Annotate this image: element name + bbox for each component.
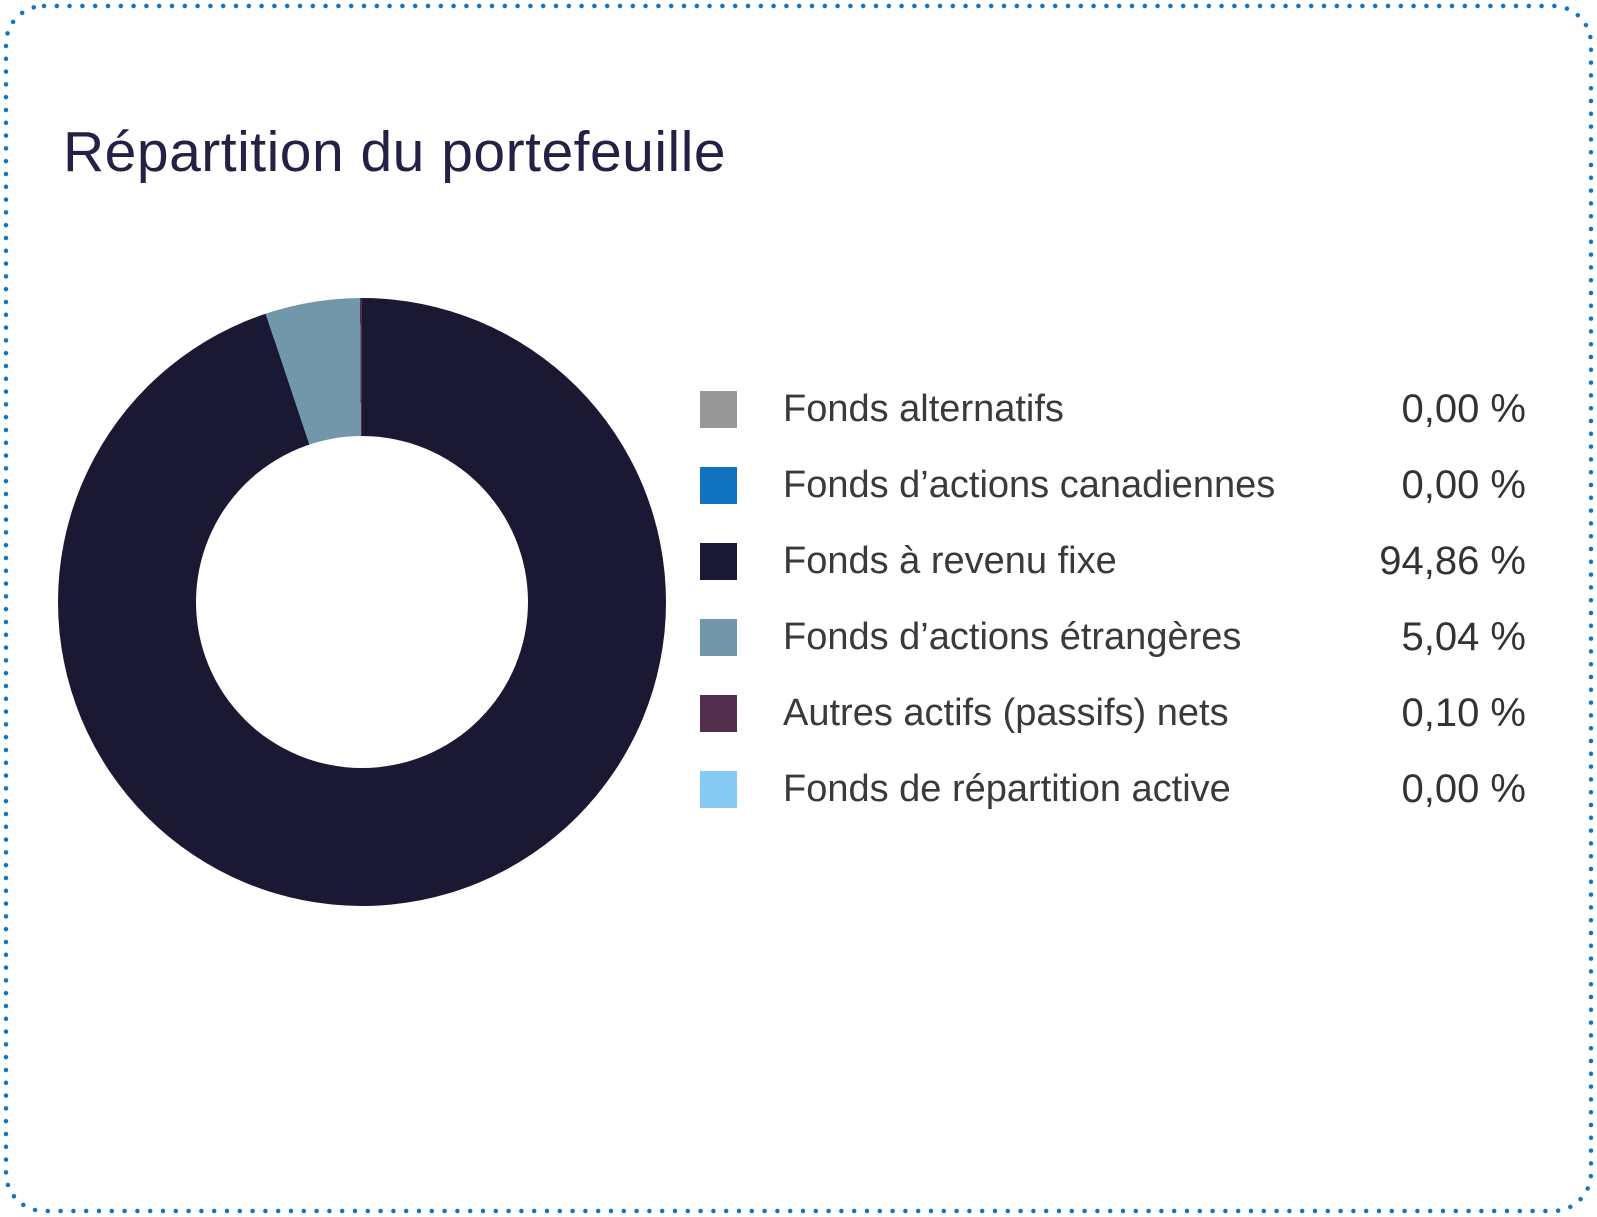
legend-swatch bbox=[700, 466, 737, 504]
donut-hole bbox=[196, 436, 528, 768]
legend-label: Fonds de répartition active bbox=[783, 767, 1231, 810]
legend-value: 94,86 % bbox=[1379, 538, 1526, 583]
legend-item: Fonds de répartition active 0,00 % bbox=[700, 751, 1526, 827]
chart-title: Répartition du portefeuille bbox=[63, 120, 727, 184]
chart-legend: Fonds alternatifs 0,00 % Fonds d’actions… bbox=[700, 371, 1526, 827]
legend-label: Autres actifs (passifs) nets bbox=[783, 691, 1229, 734]
donut-chart bbox=[58, 298, 666, 906]
legend-value: 5,04 % bbox=[1401, 614, 1526, 659]
legend-label: Fonds à revenu fixe bbox=[783, 539, 1117, 582]
legend-item: Fonds d’actions canadiennes 0,00 % bbox=[700, 447, 1526, 523]
legend-swatch bbox=[700, 694, 737, 732]
legend-swatch bbox=[700, 390, 737, 428]
legend-swatch bbox=[700, 618, 737, 656]
legend-item: Fonds d’actions étrangères 5,04 % bbox=[700, 599, 1526, 675]
legend-item: Fonds alternatifs 0,00 % bbox=[700, 371, 1526, 447]
legend-value: 0,00 % bbox=[1401, 462, 1526, 507]
legend-label: Fonds alternatifs bbox=[783, 387, 1064, 430]
legend-swatch bbox=[700, 770, 737, 808]
legend-label: Fonds d’actions canadiennes bbox=[783, 463, 1276, 506]
legend-value: 0,00 % bbox=[1401, 386, 1526, 431]
legend-swatch bbox=[700, 542, 737, 580]
legend-item: Autres actifs (passifs) nets 0,10 % bbox=[700, 675, 1526, 751]
legend-label: Fonds d’actions étrangères bbox=[783, 615, 1242, 658]
legend-item: Fonds à revenu fixe 94,86 % bbox=[700, 523, 1526, 599]
legend-value: 0,10 % bbox=[1401, 690, 1526, 735]
legend-value: 0,00 % bbox=[1401, 766, 1526, 811]
